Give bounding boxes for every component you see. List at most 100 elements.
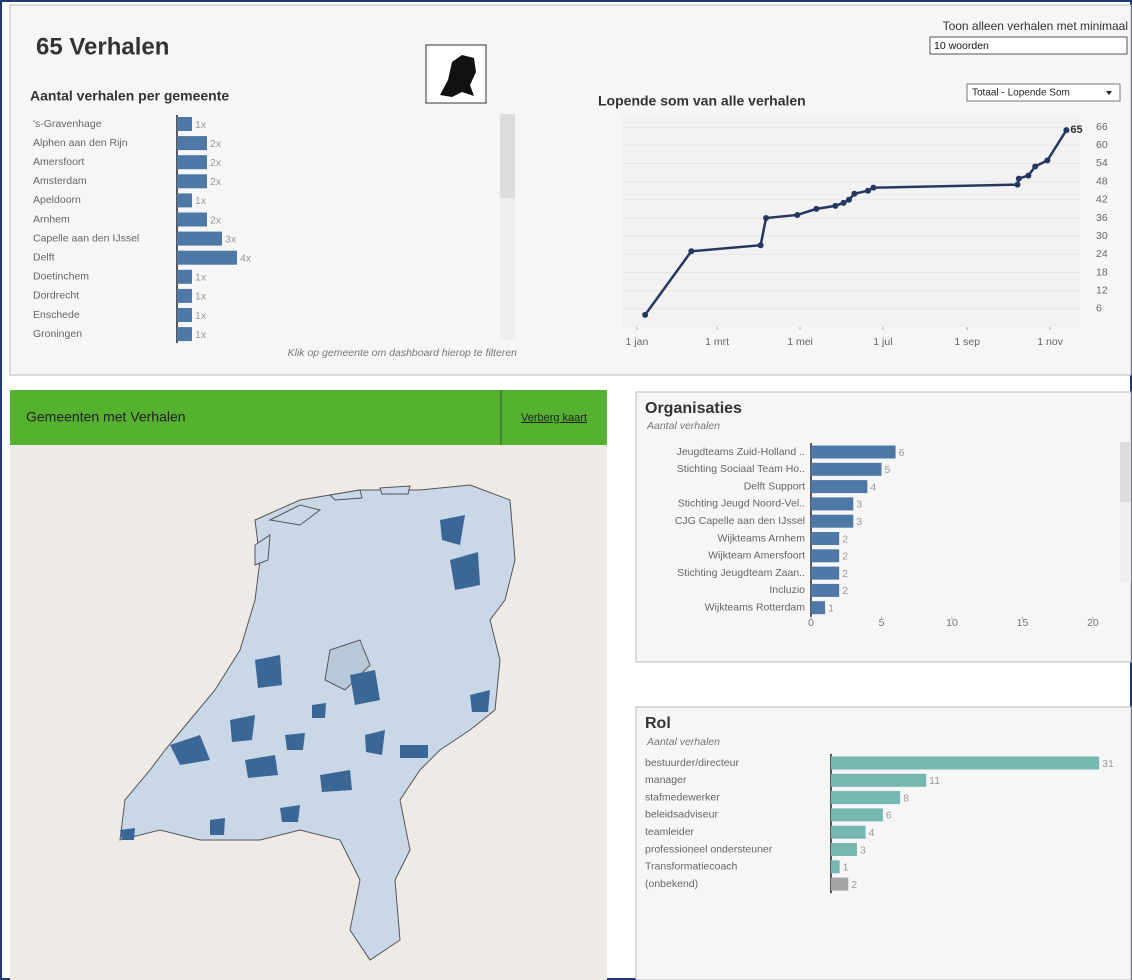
y-tick-label: 66 bbox=[1096, 121, 1108, 133]
point bbox=[1015, 175, 1022, 182]
y-tick-label: 6 bbox=[1096, 303, 1102, 315]
point bbox=[642, 311, 649, 318]
y-tick-label: 12 bbox=[1096, 284, 1108, 296]
chart-subtitle: Aantal verhalen bbox=[646, 420, 720, 432]
rol-panel bbox=[635, 706, 1132, 980]
chart-title: Rol bbox=[645, 715, 671, 732]
bar bbox=[811, 549, 840, 563]
bar bbox=[177, 327, 192, 342]
bar bbox=[177, 136, 207, 151]
y-tick-label: 30 bbox=[1096, 230, 1108, 242]
hint: Klik op gemeente om dashboard hierop te … bbox=[288, 347, 518, 359]
bar bbox=[831, 843, 857, 856]
value-label: 1x bbox=[195, 119, 207, 131]
category-label: beleidsadviseur bbox=[645, 809, 718, 821]
y-tick-label: 36 bbox=[1096, 212, 1108, 224]
bar bbox=[831, 825, 866, 839]
value-label: 1x bbox=[195, 310, 207, 322]
point bbox=[688, 248, 695, 255]
category-label: CJG Capelle aan den IJssel bbox=[675, 515, 805, 527]
category-label: Groningen bbox=[33, 328, 82, 340]
country bbox=[119, 484, 516, 961]
scroll-thumb[interactable] bbox=[500, 114, 515, 198]
y-tick-label: 24 bbox=[1096, 248, 1108, 260]
value-label: 8 bbox=[903, 792, 909, 804]
bar bbox=[811, 480, 868, 494]
bar bbox=[177, 288, 192, 303]
map-button[interactable]: Verberg kaart bbox=[521, 412, 587, 424]
value-label: 3 bbox=[860, 844, 866, 856]
y-tick-label: 54 bbox=[1096, 157, 1108, 169]
filter-input[interactable] bbox=[929, 36, 1128, 55]
map-header bbox=[10, 390, 607, 445]
bar bbox=[177, 269, 192, 284]
point bbox=[813, 205, 820, 212]
point bbox=[1044, 157, 1051, 164]
dropdown-arrow bbox=[1106, 91, 1112, 95]
municipalities-with-stories bbox=[120, 515, 490, 840]
point bbox=[763, 214, 770, 221]
value-label: 1x bbox=[195, 272, 207, 284]
x-tick-label: 5 bbox=[879, 617, 885, 629]
org-scroll-thumb[interactable] bbox=[1120, 442, 1131, 502]
bar bbox=[831, 808, 883, 822]
point bbox=[1032, 163, 1039, 170]
bar bbox=[831, 773, 927, 787]
value-label: 1 bbox=[843, 862, 849, 874]
bar bbox=[177, 231, 222, 246]
category-label: teamleider bbox=[645, 826, 695, 838]
value-label: 1 bbox=[828, 602, 834, 614]
category-label: Alphen aan den Rijn bbox=[33, 137, 128, 149]
value-label: 1x bbox=[195, 291, 207, 303]
category-label: (onbekend) bbox=[645, 878, 698, 890]
category-label: Delft bbox=[33, 251, 55, 263]
islands bbox=[254, 485, 411, 566]
map[interactable] bbox=[119, 484, 516, 961]
x-tick-label: 1 jan bbox=[626, 336, 649, 348]
value-label: 4 bbox=[870, 481, 876, 493]
value-label: 6 bbox=[886, 810, 892, 822]
value-label: 2x bbox=[210, 214, 222, 226]
bar bbox=[831, 860, 840, 874]
point bbox=[870, 184, 877, 191]
dropdown-value: Totaal - Lopende Som bbox=[972, 88, 1070, 99]
y-tick-label: 48 bbox=[1096, 175, 1108, 187]
category-label: Jeugdteams Zuid-Holland .. bbox=[677, 446, 805, 458]
category-label: Wijkteams Rotterdam bbox=[705, 601, 806, 613]
value-label: 2x bbox=[210, 176, 222, 188]
bar bbox=[811, 532, 840, 545]
bar bbox=[177, 250, 237, 265]
bar bbox=[811, 514, 854, 528]
value-label: 2 bbox=[842, 568, 848, 580]
bar bbox=[811, 566, 840, 580]
point bbox=[851, 190, 858, 197]
filter-value: 10 woorden bbox=[934, 40, 989, 52]
bar bbox=[811, 583, 840, 597]
value-label: 2 bbox=[842, 585, 848, 597]
value-label: 2 bbox=[842, 533, 848, 545]
bar bbox=[177, 155, 207, 170]
value-label: 3x bbox=[225, 233, 237, 245]
dropdown[interactable] bbox=[966, 83, 1121, 102]
category-label: Dordrecht bbox=[33, 290, 79, 302]
bar bbox=[811, 601, 826, 615]
chart-title: Organisaties bbox=[645, 400, 742, 417]
value-label: 4 bbox=[869, 827, 875, 839]
category-label: Doetinchem bbox=[33, 271, 89, 283]
end-label: 65 bbox=[1070, 124, 1082, 136]
value-label: 4x bbox=[240, 252, 252, 264]
category-label: Delft Support bbox=[744, 480, 805, 492]
value-label: 3 bbox=[856, 516, 862, 528]
point bbox=[1014, 181, 1021, 188]
x-tick-label: 1 jul bbox=[873, 336, 892, 348]
plot-area bbox=[622, 115, 1080, 327]
category-label: Amersfoort bbox=[33, 156, 84, 168]
category-label: stafmedewerker bbox=[645, 791, 720, 803]
chart-subtitle: Aantal verhalen bbox=[646, 736, 720, 748]
value-label: 1x bbox=[195, 329, 207, 341]
category-label: Stichting Jeugd Noord-Vel.. bbox=[678, 498, 805, 510]
org-scrollbar[interactable] bbox=[1120, 442, 1131, 582]
category-label: Transformatiecoach bbox=[645, 861, 738, 873]
value-label: 3 bbox=[856, 499, 862, 511]
